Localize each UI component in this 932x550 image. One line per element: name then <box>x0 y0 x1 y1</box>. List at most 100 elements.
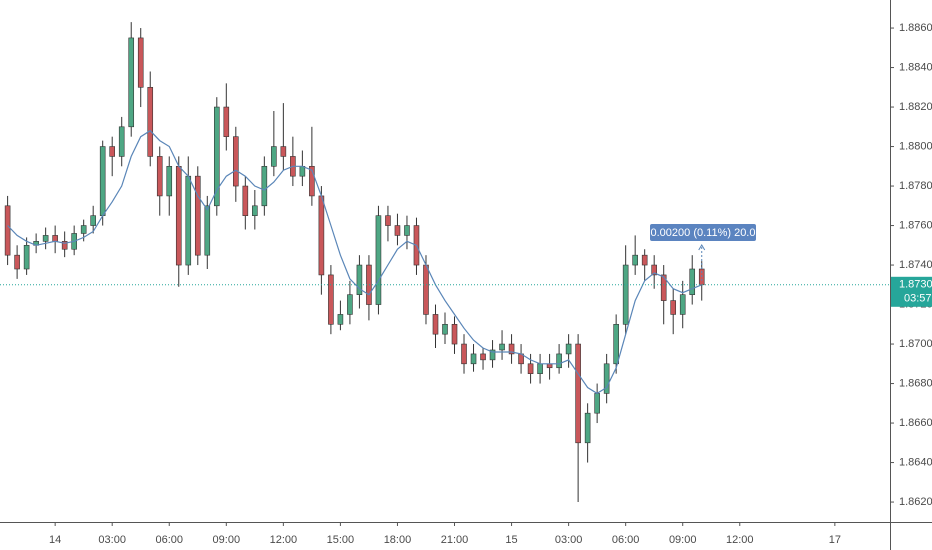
candle-body <box>109 146 116 157</box>
candle-body <box>156 156 163 197</box>
y-tick-label: 1.86800 <box>899 377 932 389</box>
candle-body <box>299 165 306 177</box>
y-tick-label: 1.86600 <box>899 417 932 429</box>
x-tick-label: 15:00 <box>327 534 355 546</box>
moving-average <box>7 129 702 395</box>
measure-box <box>650 224 756 241</box>
candle-body <box>622 264 629 325</box>
axes: 1.862001.864001.866001.868001.870001.872… <box>49 22 932 546</box>
candle-body <box>480 353 486 361</box>
candle-body <box>128 37 135 128</box>
x-tick-label: 17 <box>829 534 841 546</box>
candle-body <box>175 165 182 266</box>
candle-body <box>499 343 505 351</box>
candle-body <box>223 106 230 137</box>
candle-body <box>23 244 30 270</box>
y-tick-label: 1.86200 <box>899 496 932 508</box>
candle-body <box>204 205 211 256</box>
candle-body <box>651 264 657 276</box>
x-tick-label: 15 <box>505 534 517 546</box>
x-tick-label: 09:00 <box>213 534 241 546</box>
candle-body <box>42 235 49 242</box>
candle-body <box>213 106 220 207</box>
candle-body <box>61 241 68 250</box>
candle-body <box>233 136 239 187</box>
candle-body <box>670 300 677 315</box>
candle-body <box>337 314 344 325</box>
candle-body <box>185 175 192 266</box>
candle-body <box>689 268 696 295</box>
candle-body <box>4 205 11 256</box>
candle-body <box>14 254 20 270</box>
candle-body <box>423 264 429 315</box>
candle-body <box>80 225 87 234</box>
x-tick-label: 03:00 <box>98 534 126 546</box>
candle-body <box>565 343 572 355</box>
candle-body <box>394 225 401 236</box>
candle-body <box>404 225 410 236</box>
candle-body <box>641 254 648 266</box>
candle-body <box>603 363 610 394</box>
candle-body <box>556 353 562 369</box>
y-tick-label: 1.88200 <box>899 101 932 113</box>
candle-body <box>432 314 439 335</box>
candle-body <box>194 175 201 256</box>
candle-body <box>584 412 591 444</box>
candle-body <box>318 195 325 276</box>
candle-body <box>166 165 173 197</box>
candle-body <box>328 274 334 325</box>
candle-body <box>461 343 467 365</box>
candle-body <box>613 323 619 365</box>
candle-body <box>442 323 448 335</box>
candle-body <box>356 264 363 295</box>
candle-body <box>470 353 477 365</box>
candle-body <box>385 215 391 226</box>
candle-body <box>137 37 144 88</box>
x-tick-label: 06:00 <box>612 534 640 546</box>
y-tick-label: 1.87600 <box>899 219 932 231</box>
candle-body <box>679 294 686 315</box>
x-tick-label: 12:00 <box>270 534 298 546</box>
candle-body <box>537 363 543 374</box>
x-tick-label: 06:00 <box>155 534 183 546</box>
measure-arrow <box>698 244 706 251</box>
candle-body <box>242 185 249 216</box>
candle-body <box>261 165 268 207</box>
candle-body <box>118 126 125 157</box>
candle-body <box>147 86 154 157</box>
x-tick-label: 09:00 <box>669 534 697 546</box>
candle-body <box>252 205 258 216</box>
candle-body <box>280 146 287 157</box>
plot-area: 0.00200 (0.11%) 20.0 <box>0 22 890 503</box>
candle-body <box>309 165 315 197</box>
candle-body <box>594 393 600 414</box>
candle-body <box>271 146 277 167</box>
measure-label: 0.00200 (0.11%) 20.0 <box>651 227 756 239</box>
candle-body <box>99 146 106 216</box>
y-tick-label: 1.86400 <box>899 456 932 468</box>
candle-body <box>575 343 581 444</box>
y-tick-label: 1.88400 <box>899 61 932 73</box>
y-tick-label: 1.87800 <box>899 180 932 192</box>
countdown: 03:57 <box>904 293 932 305</box>
x-tick-label: 12:00 <box>726 534 754 546</box>
x-tick-label: 21:00 <box>441 534 469 546</box>
candle-body <box>489 349 496 361</box>
y-tick-label: 1.87000 <box>899 338 932 350</box>
candle-body <box>632 254 638 266</box>
x-tick-label: 03:00 <box>555 534 583 546</box>
x-tick-label: 18:00 <box>384 534 412 546</box>
price-label-box <box>891 276 932 307</box>
y-tick-label: 1.87400 <box>899 259 932 271</box>
candle-body <box>90 215 96 226</box>
x-tick-label: 14 <box>49 534 61 546</box>
y-tick-label: 1.88600 <box>899 22 932 34</box>
candle-body <box>527 363 534 374</box>
candle-body <box>375 215 382 305</box>
candle-body <box>347 294 353 315</box>
y-tick-label: 1.88000 <box>899 140 932 152</box>
candle-body <box>451 323 458 345</box>
